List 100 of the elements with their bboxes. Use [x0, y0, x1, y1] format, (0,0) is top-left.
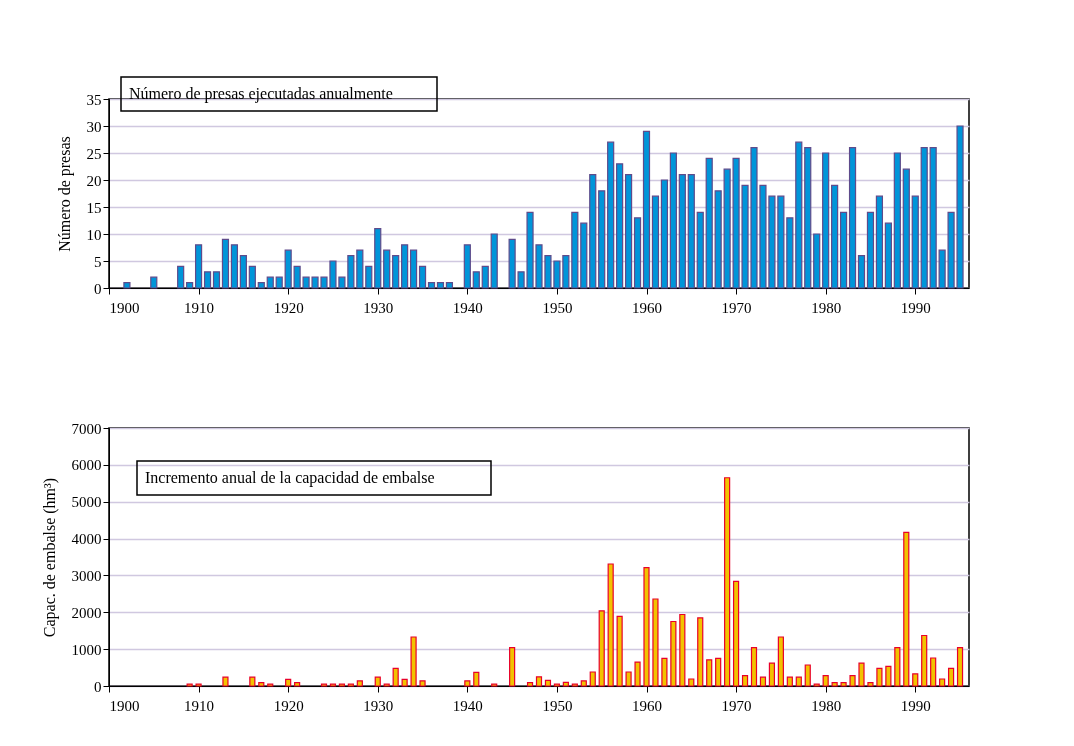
x-tick-label: 1930 — [363, 697, 394, 714]
bar — [885, 665, 892, 687]
chart-title: Número de presas ejecutadas anualmente — [129, 85, 393, 103]
x-tick-label: 1900 — [109, 697, 140, 714]
bar — [221, 238, 230, 289]
bar — [848, 147, 857, 289]
bar — [804, 664, 811, 687]
bar — [356, 680, 363, 687]
bar — [186, 282, 194, 289]
bar — [392, 255, 400, 289]
bar — [768, 662, 776, 687]
bar — [750, 647, 758, 687]
bar — [696, 211, 704, 289]
bar — [285, 678, 292, 687]
x-tick-label: 1950 — [542, 697, 573, 714]
bar — [741, 675, 749, 687]
bar — [526, 682, 534, 687]
bar — [249, 676, 256, 687]
bar — [902, 168, 910, 289]
bar — [956, 647, 964, 687]
x-tick-label: 1960 — [632, 299, 662, 316]
bar — [920, 147, 928, 289]
bar — [598, 190, 606, 289]
y-tick-label: 0 — [94, 280, 102, 297]
bar — [580, 222, 588, 289]
bar — [436, 282, 445, 289]
y-tick-label: 20 — [86, 172, 102, 189]
x-tick-label: 1960 — [632, 697, 662, 714]
bar — [445, 282, 454, 289]
x-tick-label: 1970 — [721, 697, 752, 714]
bar — [759, 676, 767, 687]
x-tick-label: 1970 — [721, 299, 752, 316]
bar — [678, 174, 686, 289]
bar — [849, 675, 856, 687]
bar — [177, 265, 185, 289]
bar — [392, 667, 399, 687]
bar — [607, 563, 614, 687]
bar — [294, 682, 301, 687]
x-tick-label: 1900 — [109, 299, 140, 316]
bar — [651, 195, 660, 289]
y-tick-label: 0 — [94, 678, 102, 695]
bar — [831, 682, 838, 687]
bar — [822, 152, 830, 289]
bar — [724, 477, 731, 687]
bar — [643, 567, 650, 687]
x-tick-label: 1940 — [452, 697, 483, 714]
bar — [697, 617, 704, 687]
bar — [661, 657, 668, 687]
bar — [795, 141, 803, 289]
bar — [884, 222, 892, 289]
bar — [706, 659, 713, 687]
bar — [266, 276, 274, 289]
bar — [679, 613, 686, 687]
bar — [410, 636, 417, 687]
bar — [875, 195, 884, 289]
y-tick-label: 3000 — [71, 567, 102, 584]
y-tick-label: 25 — [86, 145, 102, 162]
bar — [876, 667, 883, 687]
bar — [930, 657, 937, 687]
bar — [947, 667, 955, 687]
y-tick-label: 10 — [86, 226, 102, 243]
bar — [858, 662, 865, 687]
bar — [857, 255, 866, 289]
bar — [616, 615, 623, 687]
text: Incremento anual de la capacidad de embalse — [145, 469, 435, 487]
x-tick-label: 1930 — [363, 299, 394, 316]
bar — [822, 675, 829, 687]
bar — [258, 682, 265, 687]
y-axis-title: Número de presas — [55, 136, 74, 252]
bar — [589, 671, 596, 687]
x-tick-label: 1980 — [811, 697, 842, 714]
bar — [401, 678, 408, 687]
x-tick-label: 1980 — [811, 299, 842, 316]
bar — [687, 174, 695, 289]
bar — [427, 282, 436, 289]
bar — [786, 676, 793, 687]
x-tick-label: 1910 — [184, 697, 215, 714]
y-tick-label: 6000 — [71, 457, 102, 474]
bar — [248, 265, 256, 289]
bar — [795, 676, 802, 687]
bar — [633, 217, 642, 289]
bar — [535, 676, 543, 687]
y-tick-label: 30 — [86, 118, 102, 135]
bar — [580, 680, 587, 687]
bar — [660, 179, 669, 289]
bar — [374, 228, 382, 289]
bar — [732, 580, 740, 687]
bar — [481, 265, 489, 289]
bar — [652, 598, 659, 687]
x-tick-label: 1920 — [273, 299, 304, 316]
bar — [911, 195, 919, 289]
bar — [804, 147, 812, 289]
bar — [222, 676, 229, 687]
bar — [203, 271, 212, 289]
x-tick-label: 1920 — [273, 697, 304, 714]
y-tick-label: 4000 — [71, 531, 102, 548]
bar — [912, 673, 919, 687]
bar — [903, 531, 910, 687]
bar — [715, 657, 722, 687]
y-tick-label: 15 — [86, 199, 102, 216]
